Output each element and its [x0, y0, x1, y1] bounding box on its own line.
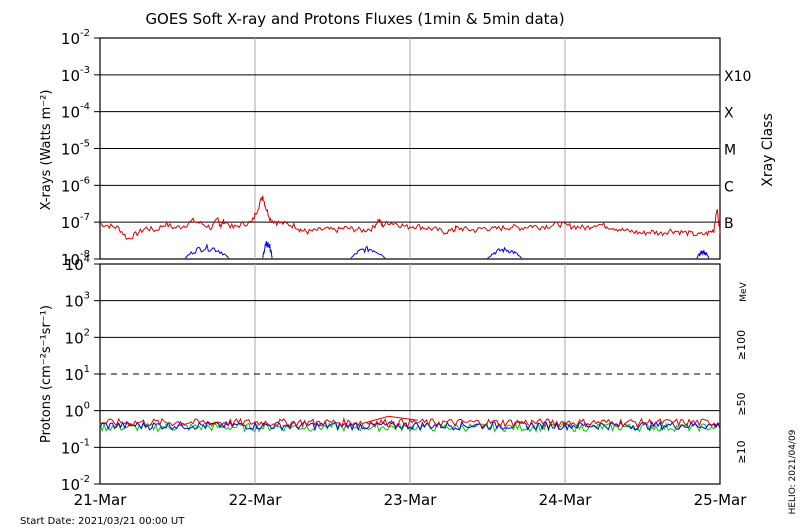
proton-legend-entry: ≥10	[735, 440, 748, 463]
proton-tick-label: 103	[65, 291, 90, 311]
x-tick-label: 22-Mar	[229, 491, 283, 509]
xray-tick-label: 10-4	[61, 102, 90, 122]
proton-legend-entry: ≥100	[735, 330, 748, 360]
x-tick-label: 23-Mar	[384, 491, 438, 509]
proton-decade-gridlines	[100, 300, 720, 448]
xray-short-channel-burst	[350, 245, 386, 259]
proton-tick-label: 102	[65, 327, 90, 347]
xray-ylabel: X-rays (Watts m⁻²)	[39, 90, 54, 211]
proton-energy-unit: MeV	[739, 281, 749, 301]
proton-series	[99, 415, 721, 433]
xray-class-label: X	[724, 106, 734, 122]
proton-series-line	[99, 422, 721, 433]
xray-short-channel-burst	[487, 246, 522, 259]
start-date: Start Date: 2021/03/21 00:00 UT	[20, 516, 185, 527]
creation-stamp: HELIO: 2021/04/09	[788, 429, 798, 514]
proton-ylabel: Protons (cm⁻²s⁻¹sr⁻¹)	[39, 305, 54, 443]
x-tick-label: 24-Mar	[539, 491, 593, 509]
proton-tick-label: 101	[65, 364, 90, 384]
xray-tick-label: 10-2	[61, 28, 90, 48]
xray-class-label: M	[724, 143, 736, 159]
xray-short-channel-burst	[184, 242, 230, 259]
xray-short-channel-burst	[262, 241, 273, 259]
xray-class-axis-label: Xray Class	[760, 113, 776, 187]
xray-class-label: C	[724, 179, 734, 195]
xray-tick-label: 10-5	[61, 139, 90, 159]
x-tick-label: 25-Mar	[694, 491, 748, 509]
xray-y-ticks: 10-210-310-410-510-610-710-8	[61, 28, 100, 269]
x-axis-tick-labels: 21-Mar 22-Mar 23-Mar 24-Mar 25-Mar	[74, 491, 748, 509]
proton-energy-legend: ≥10 ≥50 ≥100	[735, 330, 748, 464]
xray-tick-label: 10-6	[61, 175, 90, 195]
xray-long-channel-line	[99, 195, 721, 240]
proton-tick-label: 100	[65, 401, 90, 421]
xray-class-label: B	[724, 216, 734, 232]
xray-decade-gridlines	[100, 74, 720, 223]
xray-tick-label: 10-7	[61, 212, 90, 232]
proton-gap-interpolation	[366, 415, 418, 423]
xray-short-channel-burst	[696, 248, 710, 259]
chart-title: GOES Soft X-ray and Protons Fluxes (1min…	[145, 10, 564, 28]
xray-series	[99, 195, 721, 259]
xray-tick-label: 10-3	[61, 65, 90, 85]
xray-class-labels: X10 X M C B	[724, 69, 751, 232]
proton-legend-entry: ≥50	[735, 392, 748, 415]
proton-tick-label: 104	[65, 254, 90, 274]
x-tick-label: 21-Mar	[74, 491, 128, 509]
proton-tick-label: 10-1	[61, 437, 90, 457]
proton-series-line	[99, 420, 721, 432]
xray-class-label: X10	[724, 69, 751, 85]
